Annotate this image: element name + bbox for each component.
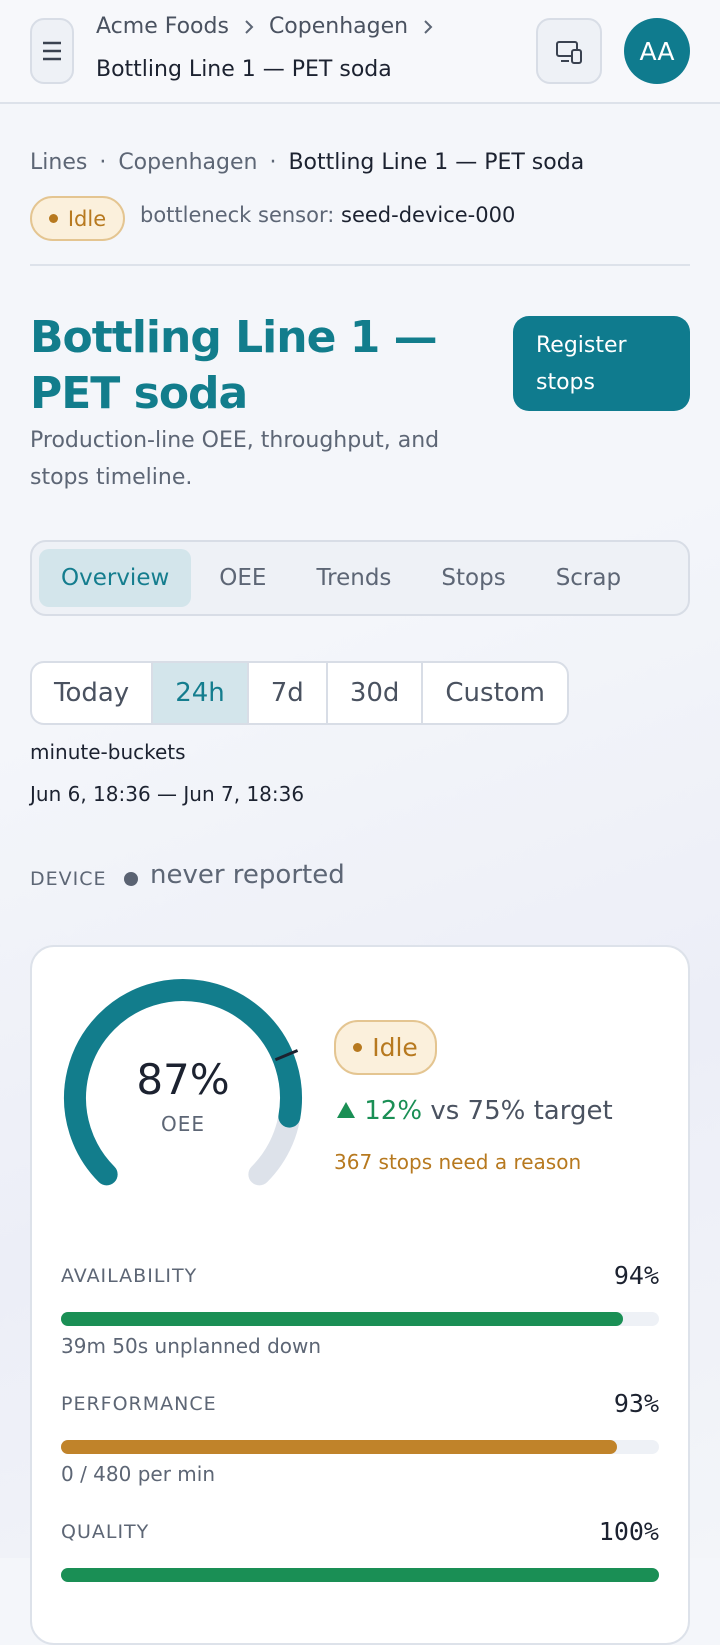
oee-gauge	[64, 979, 302, 1186]
crumb[interactable]: Lines	[30, 150, 88, 175]
bucket-label: minute-buckets	[30, 740, 186, 764]
tab[interactable]: Stops	[441, 565, 506, 591]
device-button[interactable]	[536, 18, 602, 84]
tab[interactable]: OEE	[219, 565, 267, 591]
menu-button[interactable]	[30, 18, 74, 84]
tab[interactable]: Trends	[316, 565, 392, 591]
period-label: Jun 6, 18:36 — Jun 7, 18:36	[30, 782, 305, 806]
metric-note: 0 / 480 per min	[61, 1462, 216, 1486]
sensor-line: bottleneck sensor: seed-device-000	[140, 203, 515, 227]
metric-name: PERFORMANCE	[61, 1393, 217, 1415]
header-title: Bottling Line 1 — PET soda	[96, 57, 392, 82]
metric-track	[61, 1440, 659, 1454]
range-option[interactable]: Today	[32, 663, 154, 723]
delta-value: 12%	[364, 1096, 423, 1126]
avatar[interactable]: AA	[624, 18, 690, 84]
metric-bar	[61, 1312, 624, 1326]
metric-bar	[61, 1568, 659, 1582]
header-breadcrumb: Acme Foods Copenhagen	[96, 14, 434, 39]
stops-note: 367 stops need a reason	[334, 1150, 582, 1174]
metric-track	[61, 1568, 659, 1582]
status-text: Idle	[372, 1033, 418, 1062]
breadcrumb-link[interactable]: Copenhagen	[268, 14, 409, 39]
oee-status: Idle	[334, 1020, 437, 1075]
oee-delta: 12% vs 75% target	[336, 1096, 613, 1126]
sensor-label: bottleneck sensor:	[140, 203, 335, 227]
breadcrumb-link[interactable]: Acme Foods	[96, 14, 229, 39]
status-pill: Idle	[30, 196, 125, 241]
tab-bar: Overview OEE Trends Stops Scrap	[30, 540, 690, 616]
page-subtitle: Production-line OEE, throughput, and sto…	[30, 428, 440, 490]
device-label: DEVICE	[30, 868, 107, 890]
metric-value: 93%	[613, 1389, 659, 1418]
page: Acme Foods Copenhagen Bottling Line 1 — …	[0, 0, 720, 1558]
chevron	[245, 19, 254, 34]
divider	[30, 264, 690, 266]
metric-value: 94%	[613, 1261, 659, 1290]
gauge-target	[274, 1049, 299, 1062]
device-icon	[556, 41, 582, 64]
crumb[interactable]: Copenhagen	[118, 150, 258, 175]
chevron	[424, 19, 433, 34]
range-option[interactable]: Custom	[445, 678, 546, 708]
metric-track	[61, 1312, 659, 1326]
register-stops-button[interactable]: Register stops	[513, 316, 690, 411]
delta-target: vs 75% target	[430, 1096, 613, 1126]
sensor-id: seed-device-000	[341, 203, 516, 227]
metric-value: 100%	[598, 1517, 659, 1546]
breadcrumbs: Lines · Copenhagen · Bottling Line 1 — PET s…	[30, 150, 585, 175]
tab[interactable]: Overview	[39, 549, 192, 607]
page-title: Bottling Line 1 — PET soda	[30, 312, 438, 419]
oee-caption: OEE	[160, 1112, 205, 1136]
up-arrow	[337, 1102, 355, 1118]
device-dot	[124, 872, 138, 886]
metric-note: 39m 50s unplanned down	[61, 1334, 322, 1358]
range-selector: Today 24h 7d 30d Custom	[30, 661, 570, 725]
menu-icon	[43, 41, 61, 61]
range-option[interactable]: 7d	[249, 663, 328, 723]
gauge-value	[64, 979, 302, 1186]
tab[interactable]: Scrap	[555, 565, 622, 591]
crumb-current: Bottling Line 1 — PET soda	[288, 150, 585, 175]
status-text: Idle	[67, 206, 107, 231]
range-option[interactable]: 24h	[153, 663, 249, 723]
device-state: never reported	[150, 860, 345, 890]
metric-bar	[61, 1440, 618, 1454]
oee-value: 87%	[136, 1055, 230, 1104]
metric-name: QUALITY	[61, 1521, 150, 1543]
metric-name: AVAILABILITY	[61, 1265, 198, 1287]
range-option[interactable]: 30d	[328, 663, 424, 723]
